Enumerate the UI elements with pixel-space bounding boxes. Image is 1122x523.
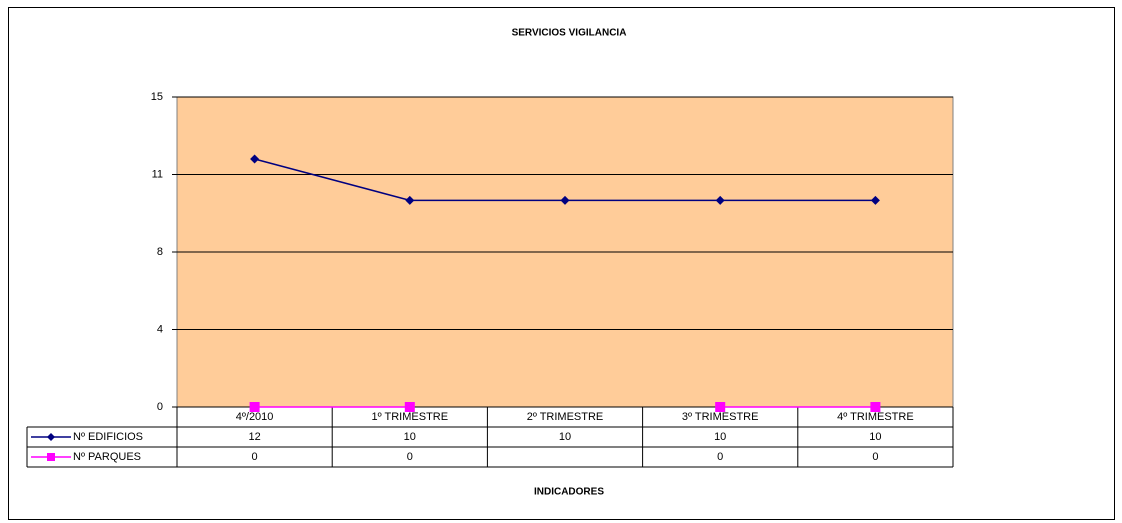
data-point bbox=[405, 195, 415, 205]
y-tick-label: 4 bbox=[157, 323, 163, 335]
data-point bbox=[870, 402, 881, 412]
table-value: 10 bbox=[714, 431, 726, 443]
y-tick-label: 8 bbox=[157, 246, 163, 258]
legend-label: Nº PARQUES bbox=[73, 451, 141, 463]
x-tick-label: 1º TRIMESTRE bbox=[372, 411, 449, 423]
x-tick-label: 2º TRIMESTRE bbox=[527, 411, 604, 423]
table-value: 0 bbox=[872, 451, 878, 463]
data-point bbox=[560, 195, 570, 205]
data-point bbox=[715, 195, 725, 205]
table-value: 0 bbox=[252, 451, 258, 463]
table-value: 10 bbox=[559, 431, 571, 443]
table-value: 12 bbox=[248, 431, 260, 443]
legend-marker bbox=[47, 433, 55, 441]
table-value: 0 bbox=[717, 451, 723, 463]
data-point bbox=[404, 402, 415, 412]
data-point bbox=[715, 402, 726, 412]
table-value: 0 bbox=[407, 451, 413, 463]
x-tick-label: 3º TRIMESTRE bbox=[682, 411, 759, 423]
y-tick-label: 0 bbox=[157, 401, 163, 413]
x-tick-label: 4º/2010 bbox=[236, 411, 274, 423]
y-tick-label: 11 bbox=[152, 168, 163, 180]
legend-label: Nº EDIFICIOS bbox=[73, 431, 143, 443]
legend-marker bbox=[47, 453, 55, 461]
data-point bbox=[870, 195, 880, 205]
chart-title: SERVICIOS VIGILANCIA bbox=[512, 28, 627, 39]
x-tick-label: 4º TRIMESTRE bbox=[837, 411, 914, 423]
table-value: 10 bbox=[404, 431, 416, 443]
table-value: 10 bbox=[869, 431, 881, 443]
x-axis-label: INDICADORES bbox=[534, 487, 604, 498]
data-point bbox=[249, 402, 260, 412]
data-point bbox=[250, 154, 260, 164]
y-tick-label: 15 bbox=[151, 91, 163, 103]
